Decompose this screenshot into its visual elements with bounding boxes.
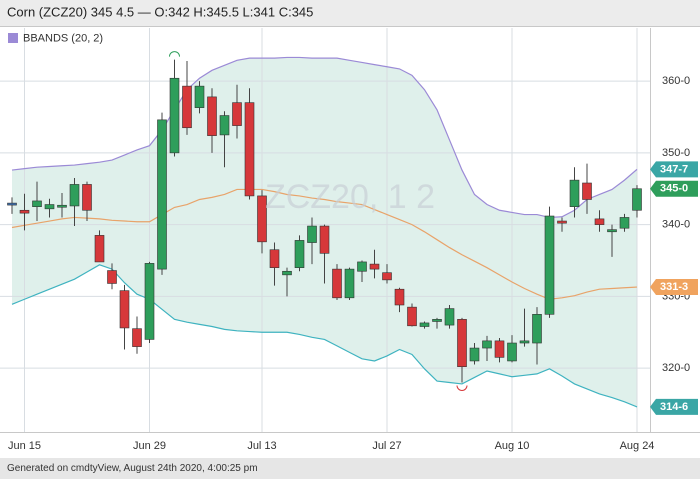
x-tick-label: Jul 27 <box>372 440 401 452</box>
candle-body <box>57 204 67 208</box>
x-tick-label: Aug 10 <box>495 440 530 452</box>
price-badge <box>650 180 698 197</box>
candle-body <box>532 314 542 344</box>
legend-swatch <box>8 33 18 43</box>
candle-body <box>444 308 455 326</box>
candle-body <box>544 215 555 315</box>
x-tick-label: Jul 13 <box>247 440 276 452</box>
footer: Generated on cmdtyView, August 24th 2020… <box>7 463 258 474</box>
candle-body <box>182 85 192 129</box>
candle-body <box>607 229 617 233</box>
candle-body <box>7 202 17 206</box>
candle-body <box>219 115 230 136</box>
candle-body <box>357 261 367 272</box>
candle-body <box>69 184 80 207</box>
candle-body <box>94 235 105 263</box>
price-badge-label: 331-3 <box>660 281 688 293</box>
watermark: ZCZ20, 1 2 <box>265 178 435 216</box>
candle-body <box>382 272 392 281</box>
y-tick-label: 360-0 <box>662 75 690 87</box>
candle-body <box>457 319 467 367</box>
candle-body <box>557 220 567 224</box>
price-badge-label: 347-7 <box>660 163 688 175</box>
candle-body <box>294 240 305 268</box>
legend-label: BBANDS (20, 2) <box>23 32 103 44</box>
candle-body <box>482 340 492 349</box>
x-tick-label: Jun 15 <box>8 440 41 452</box>
candle-body <box>569 179 580 207</box>
candle-body <box>369 263 380 270</box>
candle-body <box>119 290 130 329</box>
band-upper <box>11 56 638 219</box>
band-middle <box>11 188 638 300</box>
candle-body <box>394 288 405 306</box>
high-marker <box>169 51 180 57</box>
x-tick-label: Jun 29 <box>133 440 166 452</box>
candle-body <box>194 85 205 108</box>
footer-bar <box>0 458 700 479</box>
candle-body <box>132 328 142 347</box>
candle-body <box>344 268 355 299</box>
candle-body <box>594 218 605 225</box>
candle-body <box>157 119 167 270</box>
candle-body <box>19 209 30 214</box>
low-marker <box>456 385 468 391</box>
candle-body <box>169 77 180 154</box>
candle-body <box>282 270 292 276</box>
candle-body <box>319 225 330 254</box>
candle-body <box>419 322 430 327</box>
price-badge <box>650 161 698 178</box>
chart-title: Corn (ZCZ20) 345 4.5 — O:342 H:345.5 L:3… <box>7 4 313 19</box>
price-badge-label: 314-6 <box>660 401 688 413</box>
candle-body <box>232 102 242 126</box>
x-tick-label: Aug 24 <box>620 440 655 452</box>
candle-body <box>507 342 517 362</box>
candle-body <box>407 306 417 327</box>
candle-body <box>469 347 480 362</box>
candle-body <box>494 340 505 358</box>
candle-body <box>619 217 630 229</box>
candle-body <box>257 195 267 243</box>
candle-body <box>44 204 55 210</box>
candle-body <box>519 340 530 344</box>
candle-body <box>32 200 42 207</box>
price-badge-label: 345-0 <box>660 183 688 195</box>
candle-body <box>144 263 155 340</box>
candle-body <box>582 182 592 200</box>
y-tick-label: 350-0 <box>662 147 690 159</box>
candle-body <box>244 102 255 197</box>
y-tick-label: 320-0 <box>662 362 690 374</box>
candle-body <box>432 319 442 322</box>
candle-body <box>269 249 280 268</box>
candle-body <box>307 225 317 243</box>
price-badge <box>650 398 698 415</box>
candle-body <box>107 270 117 284</box>
candle-body <box>207 96 217 136</box>
candle-body <box>82 184 92 211</box>
y-tick-label: 340-0 <box>662 219 690 231</box>
candle-body <box>632 188 642 211</box>
header-bar <box>0 0 700 26</box>
candle-body <box>332 268 342 299</box>
price-badge <box>650 279 698 296</box>
